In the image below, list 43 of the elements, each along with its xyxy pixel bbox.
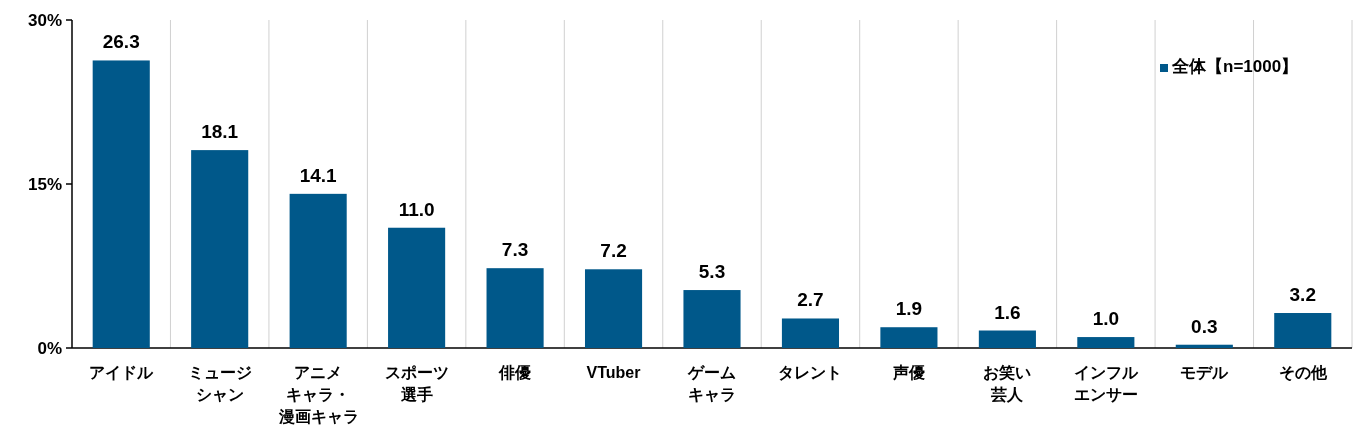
text: 7.3 <box>501 239 529 261</box>
text: 1.6 <box>994 301 1021 323</box>
bar <box>92 60 150 348</box>
bar <box>880 327 938 348</box>
text: 26.3 <box>102 31 140 53</box>
bar <box>781 318 840 348</box>
x-tick-label: ゲームキャラ <box>686 363 737 405</box>
x-tick-label: アイドル <box>88 363 155 383</box>
bar <box>978 330 1036 348</box>
text: 5.3 <box>698 261 726 283</box>
y-tick-label: 15% <box>27 175 62 194</box>
x-tick-label: スポーツ選手 <box>383 363 450 405</box>
text: 7.2 <box>600 240 627 262</box>
x-tick-label: VTuber <box>585 363 642 383</box>
legend-label: 全体【n=1000】 <box>1171 57 1299 76</box>
bar <box>191 150 249 348</box>
bar <box>1175 344 1233 348</box>
text: 18.1 <box>201 121 239 143</box>
x-tick-label: その他 <box>1277 363 1328 383</box>
bar <box>584 269 643 348</box>
bar <box>486 268 544 348</box>
x-tick-label: お笑い芸人 <box>982 363 1033 405</box>
text: 2.7 <box>797 289 824 311</box>
bar <box>1274 313 1332 348</box>
text: 14.1 <box>299 164 337 186</box>
x-tick-label: ミュージシャン <box>186 363 253 405</box>
x-tick-label: モデル <box>1179 363 1230 383</box>
x-tick-label: タレント <box>777 363 844 383</box>
y-tick-label: 0% <box>37 339 62 358</box>
x-tick-label: 声優 <box>891 363 926 383</box>
bar <box>683 290 741 348</box>
y-tick-label: 30% <box>27 11 62 30</box>
bar <box>1077 337 1135 348</box>
text: 0.3 <box>1191 315 1218 337</box>
text: 1.9 <box>895 298 923 320</box>
bar <box>388 227 446 348</box>
x-tick-label: インフルエンサー <box>1072 363 1139 405</box>
bar <box>289 193 347 348</box>
x-tick-label: アニメキャラ・漫画キャラ <box>279 363 360 427</box>
text: 11.0 <box>398 198 435 220</box>
x-tick-label: 俳優 <box>497 363 533 383</box>
text: 3.2 <box>1289 284 1316 306</box>
text: 1.0 <box>1092 308 1120 330</box>
